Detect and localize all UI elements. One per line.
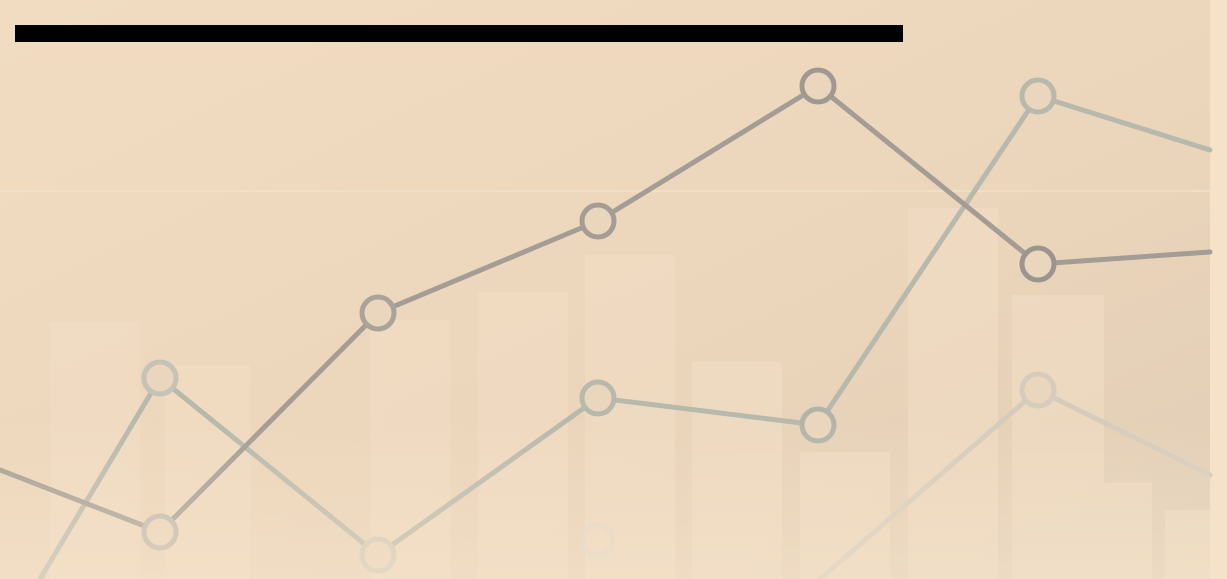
right-edge bbox=[1210, 0, 1227, 579]
bottom-fade bbox=[0, 420, 1210, 579]
faint-rule bbox=[0, 190, 1210, 192]
redaction-bar bbox=[15, 25, 903, 42]
